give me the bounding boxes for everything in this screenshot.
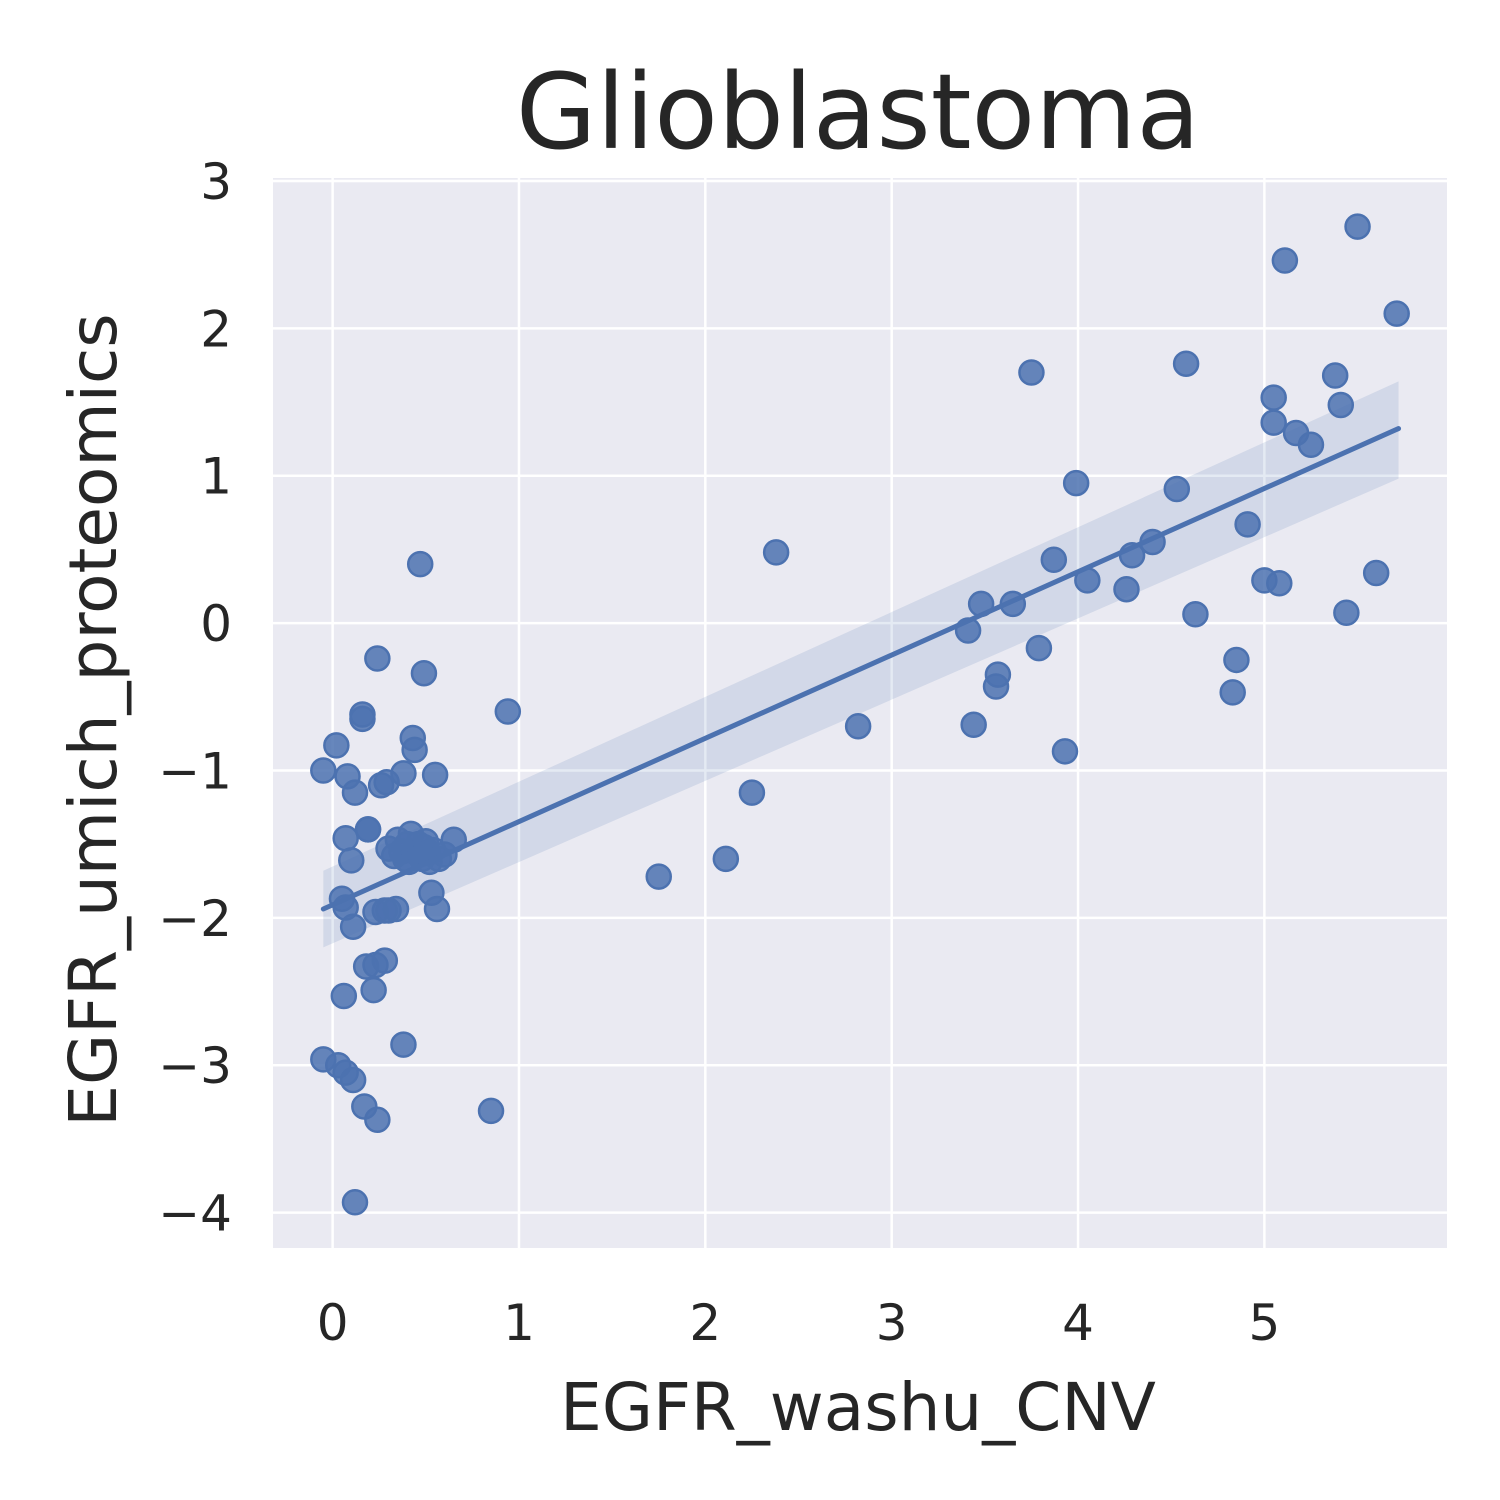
data-point [984,661,1012,688]
data-point [338,847,365,874]
data-point [1271,247,1299,274]
data-point [645,863,672,890]
x-tick-label: 0 [317,1294,349,1352]
data-point [339,1066,367,1094]
data-point [1266,570,1293,597]
data-point [371,947,399,974]
x-tick-label: 1 [503,1294,535,1352]
data-point [1062,469,1090,497]
data-point [1025,634,1053,662]
data-point [1172,350,1200,377]
data-point [421,761,449,789]
data-point [1333,599,1360,627]
data-point [423,895,451,923]
y-axis-label: EGFR_umich_proteomics [55,313,132,1126]
x-tick-label: 4 [1062,1294,1094,1352]
x-tick-label: 2 [689,1294,721,1352]
data-point [1163,475,1191,503]
x-axis-ticks: 0 1 2 3 4 5 [317,1294,1281,1352]
data-point [401,736,428,764]
data-point [1182,601,1209,628]
data-point [1297,431,1325,459]
grid [273,178,1447,1248]
data-point [738,779,766,806]
data-point [410,659,438,687]
x-tick-label: 3 [876,1294,908,1352]
x-axis-label: EGFR_washu_CNV [560,1369,1156,1446]
y-tick-label: 0 [200,595,232,653]
data-point [1234,511,1261,538]
regression-line-group [320,426,1402,912]
regression-line [320,426,1402,912]
data-point [339,913,367,940]
y-tick-label: −4 [158,1185,232,1243]
y-tick-label: −3 [158,1037,232,1095]
data-point [310,757,337,784]
y-tick-label: 3 [200,153,232,211]
data-point [1260,409,1287,436]
data-point [762,539,790,566]
data-point [1321,362,1349,389]
y-tick-label: 2 [200,300,232,358]
y-tick-label: −1 [158,742,232,800]
data-point [1018,359,1045,386]
data-point [1344,213,1371,240]
plot-area [273,178,1447,1248]
data-point [406,550,434,578]
confidence-band-area [323,381,1399,948]
data-point [1327,391,1355,419]
data-point [1040,546,1068,573]
data-point [341,1189,369,1216]
data-point [341,779,369,806]
data-point [349,705,376,733]
data-point [960,711,987,739]
y-axis-ticks: −4 −3 −2 −1 0 1 2 3 [158,153,232,1243]
y-tick-label: −2 [158,890,232,948]
data-point [382,895,410,923]
data-point [1051,738,1079,765]
data-point [390,1031,417,1058]
data-point [323,732,350,759]
data-point [494,698,522,725]
data-point [332,825,359,852]
y-tick-label: 1 [200,448,232,506]
x-tick-label: 5 [1248,1294,1280,1352]
data-point [330,982,358,1010]
data-point [364,645,391,672]
data-point [360,976,387,1004]
data-point [1223,646,1250,674]
data-point [477,1097,505,1125]
data-point [1383,300,1410,327]
data-point [354,816,382,843]
data-point [390,760,417,787]
data-points [310,213,1410,1216]
data-point [1219,679,1246,706]
data-point [1113,575,1140,603]
data-point [712,845,740,873]
data-point [844,713,872,740]
confidence-band [323,381,1399,948]
chart-title: Glioblastoma [516,51,1200,173]
data-point [1362,559,1390,587]
data-point [1260,384,1287,411]
data-point [364,1106,391,1134]
